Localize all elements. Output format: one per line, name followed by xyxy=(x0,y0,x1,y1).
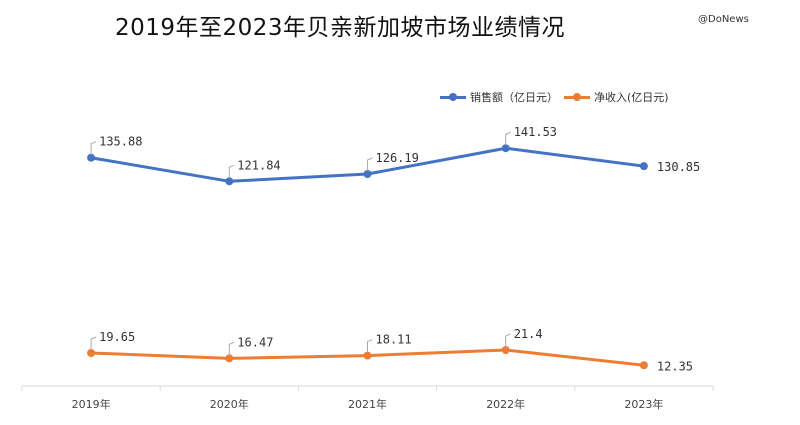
leader-line xyxy=(505,131,511,146)
legend-label-sales: 销售额（亿日元） xyxy=(470,91,558,104)
data-label: 19.65 xyxy=(99,330,135,344)
data-point xyxy=(225,177,234,186)
data-label: 121.84 xyxy=(237,158,280,172)
leader-line xyxy=(228,164,235,179)
data-point xyxy=(639,162,648,171)
data-point xyxy=(87,153,96,162)
watermark: @DoNews xyxy=(698,14,749,25)
x-tick-label: 2020年 xyxy=(210,397,249,411)
data-point xyxy=(363,351,372,360)
data-label: 12.35 xyxy=(657,359,693,373)
legend-swatch-net-income xyxy=(564,92,590,101)
data-point xyxy=(501,346,510,355)
legend-item-sales[interactable]: 销售额（亿日元） xyxy=(440,89,558,105)
data-label: 141.53 xyxy=(514,125,557,139)
data-point xyxy=(87,348,96,357)
leader-line xyxy=(505,333,511,348)
data-label: 126.19 xyxy=(376,151,419,165)
leader-line xyxy=(367,157,373,172)
data-label: 130.85 xyxy=(657,160,700,174)
legend-item-net-income[interactable]: 净收入(亿日元) xyxy=(564,89,669,105)
legend-swatch-sales xyxy=(440,92,466,101)
data-label: 18.11 xyxy=(376,333,412,347)
legend-label-net-income: 净收入(亿日元) xyxy=(594,91,669,104)
data-label: 21.4 xyxy=(514,327,543,341)
x-tick-label: 2019年 xyxy=(72,397,111,411)
leader-line xyxy=(90,141,97,155)
leader-line xyxy=(228,341,235,356)
chart-title: 2019年至2023年贝亲新加坡市场业绩情况 xyxy=(114,15,566,41)
x-tick-label: 2023年 xyxy=(624,397,663,411)
leader-line xyxy=(90,336,97,350)
leader-line xyxy=(367,339,373,353)
data-point xyxy=(501,144,510,153)
data-point xyxy=(225,354,234,363)
legend: 销售额（亿日元） 净收入(亿日元) xyxy=(440,89,669,105)
data-label: 16.47 xyxy=(237,335,273,349)
x-tick-label: 2021年 xyxy=(348,397,387,411)
data-label: 135.88 xyxy=(99,135,142,149)
data-point xyxy=(363,170,372,179)
x-tick-label: 2022年 xyxy=(486,397,525,411)
data-point xyxy=(639,361,648,370)
